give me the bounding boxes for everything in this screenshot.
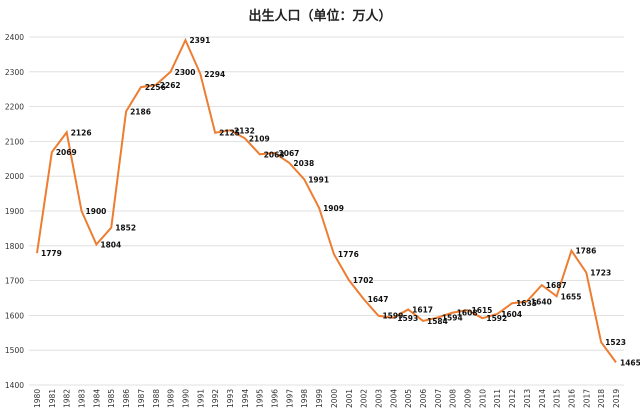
data-label: 1723	[590, 269, 611, 278]
x-tick-label: 1989	[167, 389, 176, 408]
data-label: 1786	[575, 247, 596, 256]
data-label: 1592	[486, 314, 507, 323]
data-label: 2125	[219, 129, 240, 138]
x-tick-label: 1992	[211, 389, 220, 408]
x-tick-label: 1982	[63, 389, 72, 408]
x-tick-label: 2002	[360, 389, 369, 408]
y-tick-label: 1600	[5, 311, 24, 320]
data-label: 1776	[338, 250, 359, 259]
x-tick-label: 1987	[137, 389, 146, 408]
data-label: 2069	[56, 148, 77, 157]
data-label: 2294	[204, 70, 225, 79]
data-label: 1617	[412, 305, 433, 314]
y-tick-label: 1800	[5, 242, 24, 251]
data-label: 2109	[249, 134, 270, 143]
x-axis: 1980 1981 1982 1983 1984 1985 1986 1987 1988 1989…	[33, 389, 621, 408]
data-label: 1584	[427, 317, 448, 326]
y-tick-label: 1400	[5, 381, 24, 390]
x-tick-label: 1998	[300, 389, 309, 408]
x-tick-label: 1988	[152, 389, 161, 408]
y-tick-label: 2100	[5, 137, 24, 146]
y-tick-label: 1900	[5, 207, 24, 216]
data-label: 1604	[501, 310, 522, 319]
y-tick-label: 2400	[5, 33, 24, 42]
data-label: 1465	[620, 358, 640, 367]
data-label: 1852	[115, 224, 136, 233]
data-label: 1635	[516, 299, 537, 308]
data-label: 2186	[130, 107, 151, 116]
x-tick-label: 1986	[122, 389, 131, 408]
series-line	[36, 37, 617, 363]
x-tick-label: 2016	[567, 389, 576, 408]
y-tick-label: 2200	[5, 103, 24, 112]
y-axis: 1400 1500 1600 1700 1800 1900 2000 2100 2200 2300…	[5, 33, 24, 390]
data-label: 2038	[293, 159, 314, 168]
data-label: 1655	[561, 292, 582, 301]
x-tick-label: 1983	[78, 389, 87, 408]
data-label: 1593	[397, 314, 418, 323]
data-label: 2132	[234, 126, 255, 135]
x-tick-label: 1980	[33, 389, 42, 408]
x-tick-label: 1985	[107, 389, 116, 408]
x-tick-label: 2004	[389, 389, 398, 408]
x-tick-label: 2014	[538, 389, 547, 408]
x-tick-label: 2013	[523, 389, 532, 408]
x-tick-label: 2010	[478, 389, 487, 408]
data-label: 1687	[546, 281, 567, 290]
x-tick-label: 1994	[241, 389, 250, 408]
data-label: 2067	[279, 149, 300, 158]
chart-title: 出生人口（单位：万人）	[248, 8, 391, 24]
x-tick-label: 2007	[434, 389, 443, 408]
x-tick-label: 2011	[493, 389, 502, 408]
data-label: 2256	[145, 83, 166, 92]
data-label: 1608	[457, 309, 478, 318]
x-tick-label: 2008	[449, 389, 458, 408]
data-label: 1991	[308, 175, 329, 184]
data-label: 1615	[472, 306, 493, 315]
gridlines	[29, 36, 624, 386]
x-tick-label: 2000	[330, 389, 339, 408]
data-label: 1523	[605, 338, 626, 347]
x-tick-label: 2017	[582, 389, 591, 408]
x-tick-label: 1991	[196, 389, 205, 408]
data-label: 2300	[175, 68, 196, 77]
data-label: 1647	[368, 295, 389, 304]
y-tick-label: 2300	[5, 68, 24, 77]
y-tick-label: 1500	[5, 346, 24, 355]
x-tick-label: 1990	[181, 389, 190, 408]
data-label: 2391	[189, 36, 210, 45]
x-tick-label: 2018	[597, 389, 606, 408]
data-label: 1599	[382, 312, 403, 321]
y-tick-label: 2000	[5, 172, 24, 181]
x-tick-label: 2012	[508, 389, 517, 408]
data-label: 1900	[86, 207, 107, 216]
data-label: 2262	[160, 81, 181, 90]
data-label: 1702	[353, 276, 374, 285]
y-tick-label: 1700	[5, 277, 24, 286]
x-tick-label: 2009	[464, 389, 473, 408]
data-label: 2126	[71, 128, 92, 137]
x-tick-label: 2003	[374, 389, 383, 408]
x-tick-label: 2005	[404, 389, 413, 408]
data-label: 2063	[264, 150, 285, 159]
data-label: 1804	[100, 240, 121, 249]
data-label: 1909	[323, 204, 344, 213]
data-label: 1594	[442, 313, 463, 322]
x-tick-label: 1996	[271, 389, 280, 408]
x-tick-label: 1993	[226, 389, 235, 408]
x-tick-label: 2015	[553, 389, 562, 408]
data-label: 1640	[531, 297, 552, 306]
x-tick-label: 2006	[419, 389, 428, 408]
x-tick-label: 1999	[315, 389, 324, 408]
x-tick-label: 1997	[285, 389, 294, 408]
data-label: 1779	[41, 249, 62, 258]
x-tick-label: 1981	[48, 389, 57, 408]
x-tick-label: 2001	[345, 389, 354, 408]
x-tick-label: 1984	[92, 389, 101, 408]
x-tick-label: 1995	[256, 389, 265, 408]
x-tick-label: 2019	[612, 389, 621, 408]
